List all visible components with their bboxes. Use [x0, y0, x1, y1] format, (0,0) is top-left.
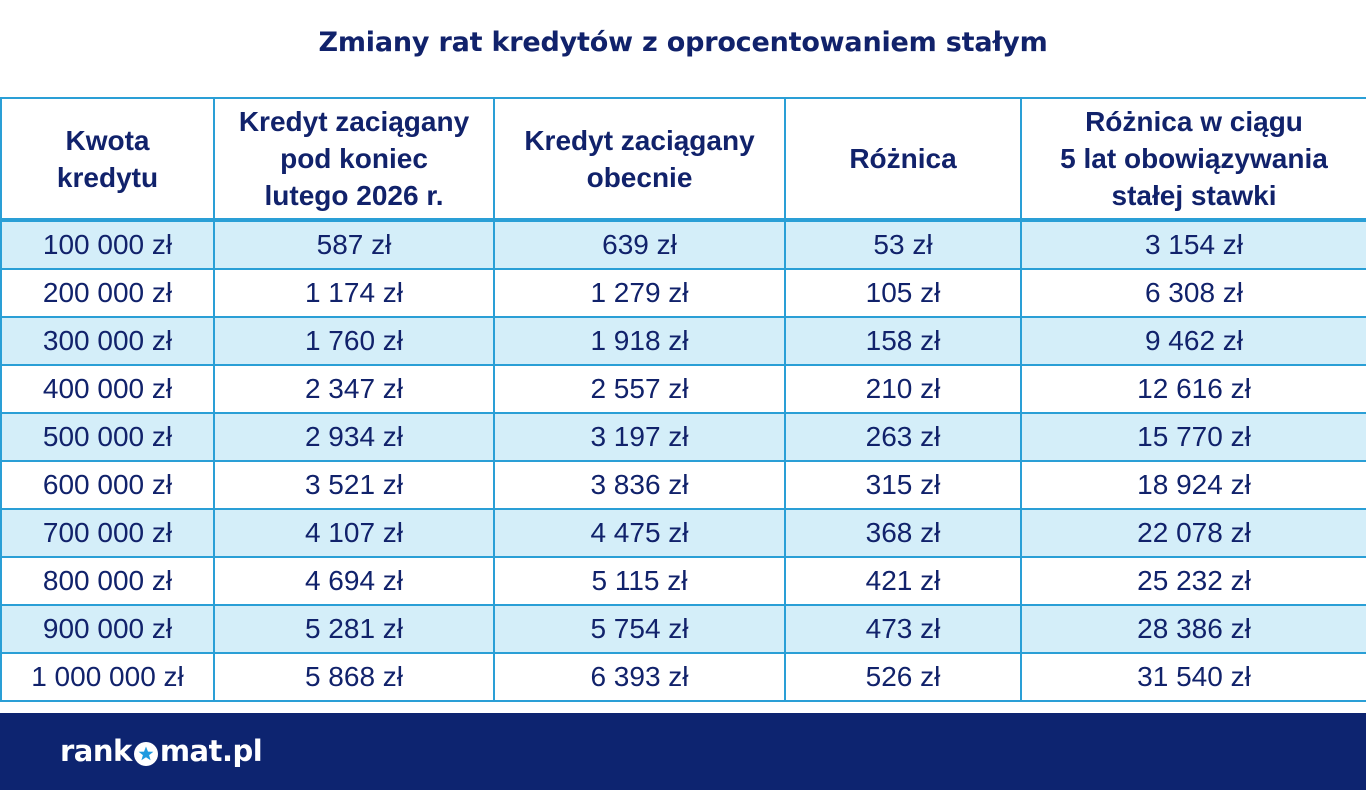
cell-rate-current: 4 475 zł: [493, 508, 786, 558]
cell-difference: 263 zł: [784, 412, 1022, 462]
header-row: Kwota kredytu Kredyt zaciągany pod koniec l…: [0, 97, 1366, 222]
cell-loan-amount: 900 000 zł: [0, 604, 215, 654]
cell-rate-feb-2026: 2 347 zł: [213, 364, 495, 414]
cell-difference-5-years: 28 386 zł: [1020, 604, 1366, 654]
cell-difference-5-years: 9 462 zł: [1020, 316, 1366, 366]
table-row: 1 000 000 zł 5 868 zł 6 393 zł 526 zł 31…: [0, 652, 1366, 702]
rankomat-logo: rank mat.pl: [60, 731, 263, 771]
cell-loan-amount: 500 000 zł: [0, 412, 215, 462]
cell-loan-amount: 800 000 zł: [0, 556, 215, 606]
cell-rate-feb-2026: 5 868 zł: [213, 652, 495, 702]
chart-title: Zmiany rat kredytów z oprocentowaniem st…: [318, 27, 1048, 58]
header-line: Kredyt zaciągany: [524, 124, 755, 156]
cell-rate-feb-2026: 5 281 zł: [213, 604, 495, 654]
cell-rate-current: 639 zł: [493, 219, 786, 270]
cell-loan-amount: 300 000 zł: [0, 316, 215, 366]
header-line: lutego 2026 r.: [264, 180, 444, 211]
cell-rate-current: 5 754 zł: [493, 604, 786, 654]
header-line: Różnica: [849, 143, 957, 174]
cell-difference-5-years: 25 232 zł: [1020, 556, 1366, 606]
cell-loan-amount: 700 000 zł: [0, 508, 215, 558]
header-line: 5 lat obowiązywania: [1060, 143, 1328, 174]
cell-difference-5-years: 15 770 zł: [1020, 412, 1366, 462]
cell-rate-current: 5 115 zł: [493, 556, 786, 606]
cell-difference: 210 zł: [784, 364, 1022, 414]
cell-rate-current: 1 918 zł: [493, 316, 786, 366]
cell-rate-feb-2026: 4 107 zł: [213, 508, 495, 558]
cell-rate-current: 3 836 zł: [493, 460, 786, 510]
cell-difference: 421 zł: [784, 556, 1022, 606]
cell-loan-amount: 1 000 000 zł: [0, 652, 215, 702]
table-row: 300 000 zł 1 760 zł 1 918 zł 158 zł 9 46…: [0, 316, 1366, 366]
cell-difference: 526 zł: [784, 652, 1022, 702]
cell-rate-current: 6 393 zł: [493, 652, 786, 702]
cell-difference-5-years: 18 924 zł: [1020, 460, 1366, 510]
header-line: stałej stawki: [1111, 180, 1277, 211]
cell-rate-feb-2026: 1 760 zł: [213, 316, 495, 366]
table-row: 400 000 zł 2 347 zł 2 557 zł 210 zł 12 6…: [0, 364, 1366, 414]
cell-difference-5-years: 22 078 zł: [1020, 508, 1366, 558]
cell-rate-current: 2 557 zł: [493, 364, 786, 414]
star-circle-icon: [133, 740, 159, 766]
cell-difference-5-years: 12 616 zł: [1020, 364, 1366, 414]
cell-rate-feb-2026: 3 521 zł: [213, 460, 495, 510]
cell-rate-feb-2026: 1 174 zł: [213, 268, 495, 318]
table-row: 200 000 zł 1 174 zł 1 279 zł 105 zł 6 30…: [0, 268, 1366, 318]
cell-rate-feb-2026: 4 694 zł: [213, 556, 495, 606]
cell-difference: 473 zł: [784, 604, 1022, 654]
header-line: Kwota: [65, 124, 150, 156]
logo-text-left: rank: [60, 734, 132, 768]
cell-rate-feb-2026: 2 934 zł: [213, 412, 495, 462]
cell-loan-amount: 600 000 zł: [0, 460, 215, 510]
logo-text-right: mat.pl: [159, 734, 263, 768]
cell-difference: 53 zł: [784, 219, 1022, 270]
column-header-0: Kwota kredytu: [0, 97, 215, 222]
cell-rate-current: 1 279 zł: [493, 268, 786, 318]
cell-loan-amount: 400 000 zł: [0, 364, 215, 414]
header-line: pod koniec: [280, 143, 428, 174]
header-line: Różnica w ciągu: [1085, 106, 1303, 137]
table-row: 700 000 zł 4 107 zł 4 475 zł 368 zł 22 0…: [0, 508, 1366, 558]
table-row: 500 000 zł 2 934 zł 3 197 zł 263 zł 15 7…: [0, 412, 1366, 462]
column-header-1: Kredyt zaciągany pod koniec lutego 2026 r.: [213, 97, 495, 222]
cell-rate-current: 3 197 zł: [493, 412, 786, 462]
header-line: Kredyt zaciągany: [238, 106, 470, 137]
table-row: 100 000 zł 587 zł 639 zł 53 zł 3 154 zł: [0, 219, 1366, 270]
cell-rate-feb-2026: 587 zł: [213, 219, 495, 270]
cell-difference: 315 zł: [784, 460, 1022, 510]
header-line: kredytu: [56, 161, 159, 193]
cell-loan-amount: 100 000 zł: [0, 219, 215, 270]
rates-table: Kwota kredytu Kredyt zaciągany pod koniec l…: [0, 97, 1366, 702]
cell-difference-5-years: 6 308 zł: [1020, 268, 1366, 318]
cell-difference-5-years: 31 540 zł: [1020, 652, 1366, 702]
column-header-2: Kredyt zaciągany obecnie: [493, 97, 786, 222]
table-row: 600 000 zł 3 521 zł 3 836 zł 315 zł 18 9…: [0, 460, 1366, 510]
cell-difference: 105 zł: [784, 268, 1022, 318]
footer-bar: rank mat.pl: [0, 713, 1366, 790]
column-header-4: Różnica w ciągu 5 lat obowiązywania stałej…: [1020, 97, 1366, 222]
table-row: 900 000 zł 5 281 zł 5 754 zł 473 zł 28 3…: [0, 604, 1366, 654]
cell-difference: 368 zł: [784, 508, 1022, 558]
header-line: obecnie: [586, 161, 693, 193]
cell-difference-5-years: 3 154 zł: [1020, 219, 1366, 270]
cell-difference: 158 zł: [784, 316, 1022, 366]
column-header-3: Różnica: [784, 97, 1022, 222]
cell-loan-amount: 200 000 zł: [0, 268, 215, 318]
table-row: 800 000 zł 4 694 zł 5 115 zł 421 zł 25 2…: [0, 556, 1366, 606]
